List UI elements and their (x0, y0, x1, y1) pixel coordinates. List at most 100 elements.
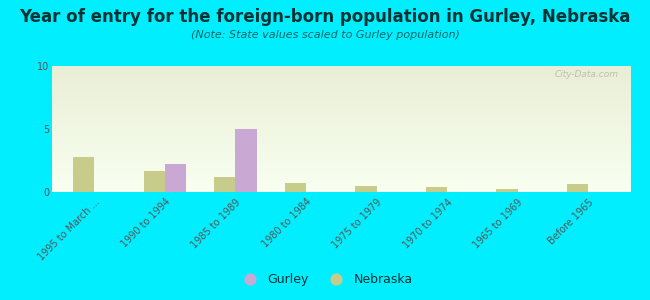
Bar (52, 118, 630, 119)
Text: (Note: State values scaled to Gurley population): (Note: State values scaled to Gurley pop… (190, 30, 460, 40)
Bar (52, 187, 630, 188)
Bar (52, 126, 630, 127)
Bar (52, 85, 630, 86)
Bar (52, 74, 630, 75)
Text: City-Data.com: City-Data.com (555, 70, 619, 79)
Bar (52, 136, 630, 137)
Bar (52, 83, 630, 84)
Bar (52, 88, 630, 89)
Bar (52, 172, 630, 173)
Bar (52, 72, 630, 73)
Bar (52, 123, 630, 124)
Bar (52, 164, 630, 165)
Bar (52, 90, 630, 91)
Bar (52, 130, 630, 131)
Bar (52, 113, 630, 114)
Bar (214, 177, 235, 192)
Bar (52, 145, 630, 146)
Bar (52, 80, 630, 81)
Bar (73, 157, 94, 192)
Bar (52, 71, 630, 72)
Bar (52, 97, 630, 98)
Bar (52, 142, 630, 143)
Bar (52, 119, 630, 120)
Bar (52, 148, 630, 149)
Bar (52, 133, 630, 134)
Bar (52, 121, 630, 122)
Bar (52, 101, 630, 102)
Bar (52, 107, 630, 108)
Legend: Gurley, Nebraska: Gurley, Nebraska (232, 268, 418, 291)
Bar (52, 139, 630, 140)
Bar (52, 174, 630, 175)
Bar (52, 170, 630, 171)
Text: Year of entry for the foreign-born population in Gurley, Nebraska: Year of entry for the foreign-born popul… (20, 8, 630, 26)
Bar (144, 171, 165, 192)
Bar (52, 75, 630, 76)
Bar (52, 138, 630, 139)
Bar (285, 183, 306, 192)
Bar (52, 134, 630, 135)
Bar (52, 144, 630, 145)
Bar (52, 87, 630, 88)
Bar (52, 152, 630, 153)
Bar (52, 105, 630, 106)
Bar (52, 70, 630, 71)
Bar (165, 164, 186, 192)
Bar (52, 120, 630, 121)
Bar (52, 163, 630, 164)
Bar (52, 94, 630, 95)
Bar (52, 160, 630, 161)
Bar (52, 149, 630, 150)
Bar (52, 190, 630, 191)
Bar (52, 68, 630, 69)
Bar (52, 159, 630, 160)
Bar (52, 157, 630, 158)
Bar (52, 158, 630, 159)
Bar (52, 76, 630, 77)
Bar (52, 154, 630, 155)
Bar (567, 184, 588, 192)
Bar (52, 155, 630, 156)
Bar (52, 102, 630, 103)
Bar (52, 141, 630, 142)
Bar (52, 104, 630, 105)
Bar (52, 77, 630, 78)
Bar (52, 98, 630, 99)
Bar (52, 156, 630, 157)
Bar (52, 91, 630, 92)
Bar (52, 161, 630, 162)
Bar (52, 117, 630, 118)
Bar (52, 78, 630, 79)
Bar (52, 132, 630, 133)
Bar (52, 166, 630, 167)
Bar (52, 186, 630, 187)
Bar (52, 66, 630, 67)
Bar (52, 167, 630, 168)
Bar (235, 129, 257, 192)
Bar (52, 93, 630, 94)
Bar (52, 146, 630, 147)
Bar (52, 162, 630, 163)
Bar (52, 110, 630, 111)
Bar (52, 99, 630, 100)
Bar (52, 169, 630, 170)
Bar (52, 82, 630, 83)
Bar (52, 69, 630, 70)
Bar (52, 96, 630, 97)
Bar (52, 178, 630, 179)
Bar (52, 111, 630, 112)
Bar (52, 151, 630, 152)
Bar (52, 115, 630, 116)
Bar (52, 92, 630, 93)
Bar (52, 112, 630, 113)
Bar (52, 179, 630, 180)
Bar (52, 103, 630, 104)
Bar (52, 150, 630, 151)
Bar (52, 114, 630, 115)
Bar (52, 84, 630, 85)
Bar (52, 171, 630, 172)
Bar (52, 188, 630, 189)
Bar (497, 190, 517, 192)
Bar (52, 124, 630, 125)
